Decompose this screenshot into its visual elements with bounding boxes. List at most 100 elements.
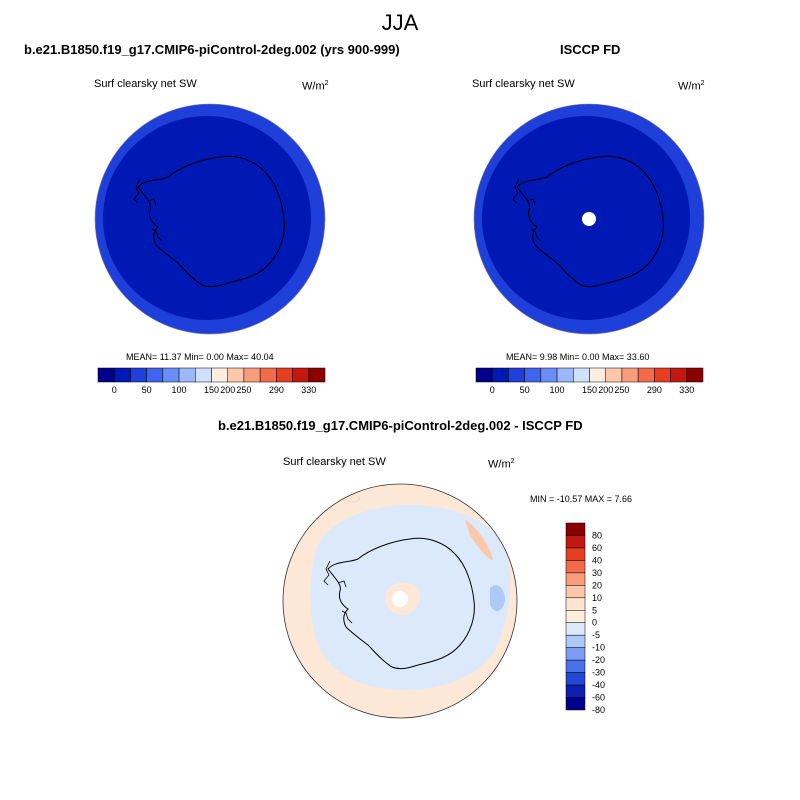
panel-3-units: W/m2 (488, 458, 515, 471)
colorbar-2-swatch (589, 367, 606, 383)
panel-3-stats: MIN = -10.57 MAX = 7.66 (530, 494, 633, 504)
colorbar-1-swatch (211, 367, 228, 383)
colorbar-3-tick: 40 (592, 555, 602, 565)
panel-1-variable: Surf clearsky net SW (94, 78, 197, 90)
colorbar-3-tick: -5 (592, 630, 600, 640)
panel-2-pole-hole (582, 212, 596, 226)
colorbar-3-swatch (565, 585, 586, 599)
colorbar-3-swatch (565, 659, 586, 673)
colorbar-1-swatch (113, 367, 131, 383)
colorbar-1-swatch (146, 367, 164, 383)
panel-1-stats: MEAN= 11.37 Min= 0.00 Max= 40.04 (126, 352, 274, 362)
colorbar-2-tick: 290 (647, 385, 662, 395)
colorbar-1-swatch (195, 367, 212, 383)
colorbar-1-swatch (276, 367, 293, 383)
colorbar-3-tick: 5 (592, 605, 597, 615)
panel-1-border (94, 103, 326, 335)
colorbar-2-swatch (686, 367, 704, 383)
colorbar-2-swatch (573, 367, 590, 383)
panel-2-map (473, 103, 705, 335)
panel-3-map (282, 483, 518, 719)
panel-3-pole-hole (392, 591, 408, 607)
colorbar-3-swatch (565, 572, 586, 586)
colorbar-1-swatch (308, 367, 326, 383)
colorbar-3-tick: -80 (592, 705, 605, 715)
colorbar-2-tick: 150 (582, 385, 597, 395)
colorbar-1-swatch (259, 367, 277, 383)
colorbar-3-swatch (565, 672, 586, 686)
colorbar-1-tick: 200 (220, 385, 235, 395)
panel-2-title: ISCCP FD (560, 42, 621, 57)
panel-3-peninsula (323, 560, 353, 624)
colorbar-2-swatch (654, 367, 671, 383)
colorbar-2-swatch (491, 367, 509, 383)
colorbar-1-tick: 290 (269, 385, 284, 395)
panel-2-peninsula (512, 178, 542, 242)
panel-2-units: W/m2 (678, 80, 705, 93)
main-title: JJA (381, 10, 419, 35)
colorbar-3-swatch (565, 597, 586, 611)
colorbar-1-tick: 100 (172, 385, 187, 395)
panel-1-units: W/m2 (302, 80, 329, 93)
panel-2-variable: Surf clearsky net SW (472, 78, 575, 90)
colorbar-2-swatch (540, 367, 558, 383)
colorbar-2-swatch (637, 367, 655, 383)
colorbar-2-tick: 100 (550, 385, 565, 395)
colorbar-3-tick: 80 (592, 530, 602, 540)
colorbar-3-swatch (565, 560, 586, 574)
panel-3-positive-patch-2 (465, 520, 493, 560)
colorbar-1-tick: 330 (301, 385, 316, 395)
colorbar-1-swatch (130, 367, 147, 383)
colorbar-1-tick: 50 (142, 385, 152, 395)
colorbar-2-swatch (621, 367, 639, 383)
panel-3-border (282, 483, 518, 719)
colorbar-3-tick: 0 (592, 618, 597, 628)
colorbar-3-swatch (565, 647, 586, 661)
colorbar-1-tick: 150 (204, 385, 219, 395)
colorbar-1-swatch (178, 367, 196, 383)
colorbar-2-tick: 50 (520, 385, 530, 395)
colorbar-3-swatch (565, 610, 586, 623)
panel-1-title: b.e21.B1850.f19_g17.CMIP6-piControl-2deg… (24, 42, 400, 57)
colorbar-3-tick: 10 (592, 593, 602, 603)
colorbar-2-swatch (475, 367, 493, 383)
colorbar-3-tick: 20 (592, 580, 602, 590)
colorbar-3-tick: -30 (592, 668, 605, 678)
colorbar-3-tick: -20 (592, 655, 605, 665)
colorbar-3-swatch (565, 697, 586, 711)
colorbar-1-swatch (243, 367, 261, 383)
panel-2-border (473, 103, 705, 335)
colorbar-2-tick: 330 (679, 385, 694, 395)
colorbar-2-tick: 0 (490, 385, 495, 395)
panel-1-interior (103, 116, 311, 320)
colorbar-3-swatch (565, 684, 586, 698)
colorbar-1-tick: 0 (112, 385, 117, 395)
colorbar-3-tick: -60 (592, 693, 605, 703)
colorbar-2-tick: 250 (614, 385, 629, 395)
panel-3-negative-patch (490, 585, 505, 612)
panel-2-stats: MEAN= 9.98 Min= 0.00 Max= 33.60 (506, 352, 650, 362)
colorbar-2-swatch (670, 367, 688, 383)
colorbar-3-swatch (565, 547, 586, 561)
panel-3-variable: Surf clearsky net SW (283, 456, 386, 468)
colorbar-1-tick: 250 (236, 385, 251, 395)
colorbar-3-tick: -40 (592, 680, 605, 690)
panel-1-map (94, 103, 326, 335)
colorbar-2-tick: 200 (598, 385, 613, 395)
panel-3-title: b.e21.B1850.f19_g17.CMIP6-piControl-2deg… (218, 418, 583, 433)
panel-1-peninsula (133, 178, 163, 242)
colorbar-1-swatch (292, 367, 310, 383)
colorbar-2-swatch (508, 367, 525, 383)
colorbar-3-swatch (565, 622, 586, 636)
colorbar-3-tick: -10 (592, 643, 605, 653)
colorbar-3-tick: 60 (592, 543, 602, 553)
colorbar-3-swatch (565, 535, 586, 549)
colorbar-2-swatch (524, 367, 542, 383)
colorbar-3-tick: 30 (592, 568, 602, 578)
colorbar-1-swatch (97, 367, 115, 383)
colorbar-2-swatch (605, 367, 623, 383)
colorbar-3-swatch (565, 634, 586, 648)
colorbar-1-swatch (162, 367, 180, 383)
colorbar-2-swatch (556, 367, 574, 383)
